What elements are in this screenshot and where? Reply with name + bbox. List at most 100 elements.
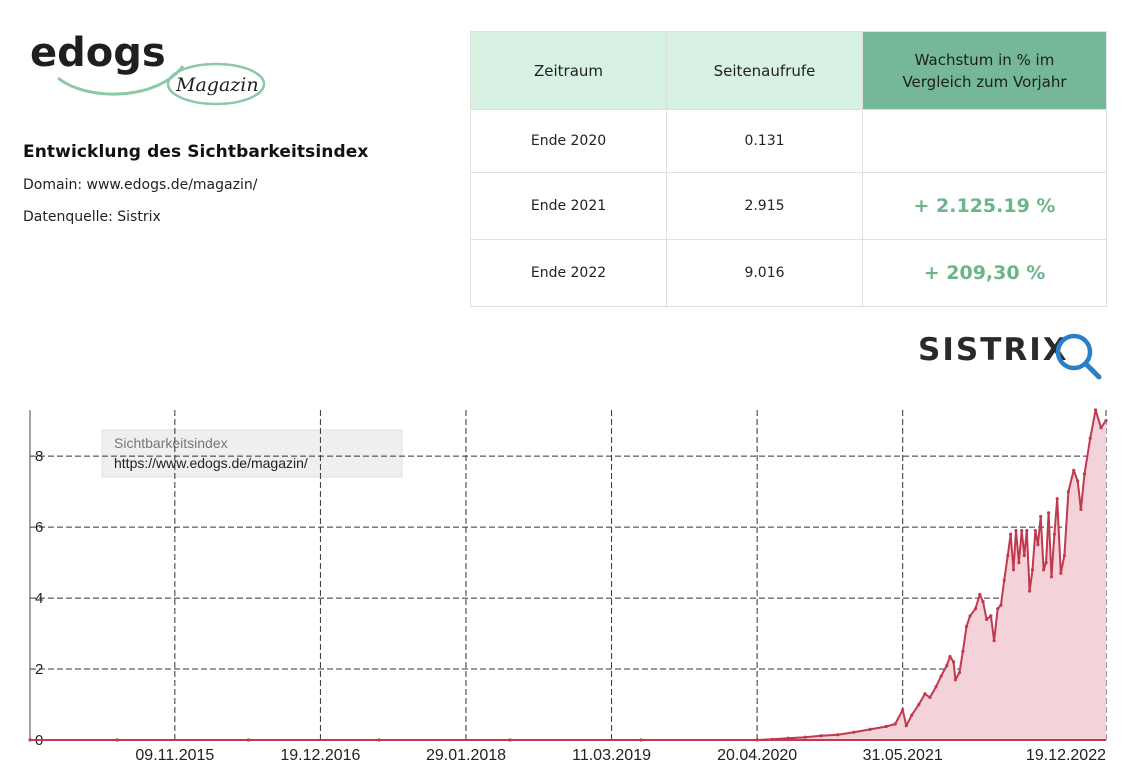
data-point <box>868 727 872 731</box>
data-point <box>1044 561 1048 565</box>
x-tick-label: 19.12.2022 <box>1026 747 1106 764</box>
data-point <box>1039 514 1043 519</box>
svg-text:Magazin: Magazin <box>175 74 259 96</box>
cell-growth: + 209,30 % <box>862 239 1107 307</box>
data-point <box>1014 529 1018 533</box>
data-point <box>1055 497 1059 501</box>
data-point <box>923 692 927 696</box>
cell-views: 2.915 <box>666 172 863 240</box>
data-point <box>1079 507 1083 511</box>
table-row: Ende 2022 9.016 + 209,30 % <box>470 239 1107 307</box>
data-point <box>1017 561 1021 565</box>
x-tick-label: 19.12.2016 <box>280 747 360 764</box>
cell-growth: + 2.125.19 % <box>862 172 1107 240</box>
header-growth: Wachstum in % im Vergleich zum Vorjahr <box>862 31 1107 110</box>
data-point <box>996 607 1000 611</box>
edogs-logo-icon: edogs Magazin <box>30 30 266 106</box>
data-point <box>981 600 985 604</box>
data-point <box>1002 578 1006 582</box>
data-point <box>928 695 932 699</box>
data-point <box>803 735 807 739</box>
data-point <box>989 614 993 618</box>
data-point <box>1094 408 1098 412</box>
data-point <box>819 734 823 738</box>
data-point <box>1033 529 1037 533</box>
data-point <box>939 674 943 678</box>
data-point <box>901 708 905 712</box>
magnifier-icon <box>1055 333 1102 380</box>
data-point <box>1104 419 1108 423</box>
y-tick-label: 2 <box>35 661 43 678</box>
sistrix-logo: SISTRIX <box>918 330 1108 382</box>
data-point <box>945 663 949 668</box>
data-point <box>1011 568 1016 572</box>
visibility-chart: Sichtbarkeitsindex https://www.edogs.de/m… <box>0 395 1131 775</box>
data-point <box>1036 543 1040 547</box>
data-point <box>893 722 897 726</box>
y-tick-label: 6 <box>35 519 43 536</box>
data-point <box>957 671 962 675</box>
page-title: Entwicklung des Sichtbarkeitsindex <box>23 142 369 162</box>
legend-title: Sichtbarkeitsindex <box>114 435 228 451</box>
domain-line: Domain: www.edogs.de/magazin/ <box>23 177 258 193</box>
data-point <box>1059 571 1063 575</box>
source-line: Datenquelle: Sistrix <box>23 209 161 225</box>
data-point <box>852 730 856 734</box>
data-point <box>1088 436 1092 440</box>
cell-growth <box>862 109 1107 173</box>
legend-series-name: https://www.edogs.de/magazin/ <box>114 455 308 471</box>
data-point <box>1042 568 1046 572</box>
table-row: Ende 2020 0.131 <box>470 109 1107 173</box>
x-tick-label: 09.11.2015 <box>135 747 214 764</box>
data-point <box>985 617 989 621</box>
cell-views: 0.131 <box>666 109 863 173</box>
data-point <box>992 639 996 643</box>
header-growth-label: Wachstum in % im Vergleich zum Vorjahr <box>902 50 1067 91</box>
data-point <box>952 660 956 664</box>
data-point <box>1020 529 1024 533</box>
sistrix-wordmark: SISTRIX <box>918 332 1069 368</box>
data-point <box>968 614 972 618</box>
x-tick-label: 11.03.2019 <box>572 747 651 764</box>
edogs-magazin-logo: edogs Magazin <box>28 26 278 116</box>
data-point <box>999 603 1003 607</box>
data-point <box>953 678 958 682</box>
data-point <box>973 607 978 611</box>
header-period: Zeitraum <box>470 31 667 110</box>
data-point <box>917 702 921 707</box>
data-point <box>910 713 914 717</box>
data-point <box>964 624 969 629</box>
y-tick-label: 4 <box>35 590 43 607</box>
data-point <box>1009 532 1013 536</box>
y-tick-label: 8 <box>35 448 43 465</box>
header-views: Seitenaufrufe <box>666 31 863 110</box>
x-tick-label: 20.04.2020 <box>717 747 797 764</box>
data-point <box>961 649 965 653</box>
chart-svg: Sichtbarkeitsindex https://www.edogs.de/m… <box>28 408 1108 764</box>
data-point <box>1062 553 1066 558</box>
data-point <box>1052 532 1056 536</box>
data-point <box>948 655 952 659</box>
data-point <box>1082 472 1087 476</box>
data-point <box>904 724 908 728</box>
series-area <box>30 410 1106 740</box>
data-point <box>1047 511 1051 515</box>
table-row: Ende 2021 2.915 + 2.125.19 % <box>470 172 1107 240</box>
data-point <box>1006 553 1010 558</box>
table-header-row: Zeitraum Seitenaufrufe Wachstum in % im V… <box>470 31 1107 110</box>
data-point <box>1049 575 1054 579</box>
data-point <box>836 733 840 737</box>
x-tick-label: 31.05.2021 <box>863 747 943 764</box>
cell-period: Ende 2021 <box>470 172 667 240</box>
data-point <box>884 724 888 729</box>
svg-text:edogs: edogs <box>30 30 166 76</box>
data-point <box>1076 479 1080 483</box>
legend-box <box>101 429 403 478</box>
x-tick-label: 29.01.2018 <box>426 747 506 764</box>
data-point <box>934 685 938 689</box>
data-point <box>1022 553 1026 558</box>
data-point <box>1066 490 1070 494</box>
data-point <box>1099 426 1103 430</box>
data-point <box>978 592 982 597</box>
cell-views: 9.016 <box>666 239 863 307</box>
